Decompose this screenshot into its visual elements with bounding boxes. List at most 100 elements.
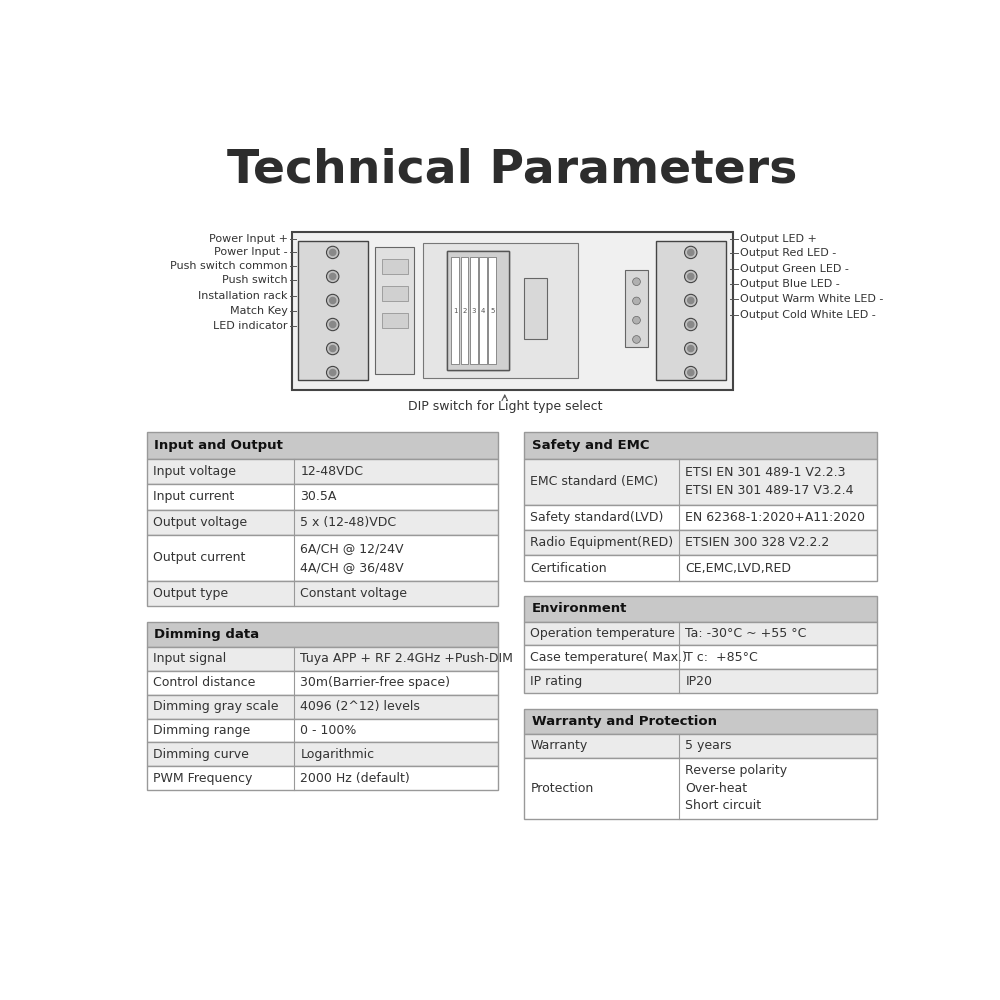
Text: ETSIEN 300 328 V2.2.2: ETSIEN 300 328 V2.2.2 [685, 536, 830, 549]
Bar [375, 247, 414, 374]
Bar [524, 645, 877, 669]
Text: IP rating: IP rating [530, 675, 583, 688]
Circle shape [330, 369, 336, 376]
Text: Power Input -: Power Input - [214, 247, 288, 257]
Text: 5: 5 [490, 308, 495, 314]
Text: 3: 3 [472, 308, 476, 314]
Circle shape [633, 336, 640, 343]
Text: EN 62368-1:2020+A11:2020: EN 62368-1:2020+A11:2020 [685, 511, 865, 524]
Bar [470, 257, 478, 364]
Circle shape [688, 249, 694, 256]
Bar [524, 734, 877, 758]
Text: Output current: Output current [153, 551, 245, 564]
Text: Ta: -30°C ~ +55 °C: Ta: -30°C ~ +55 °C [685, 627, 807, 640]
Circle shape [326, 294, 339, 307]
Text: Input current: Input current [153, 490, 234, 503]
Text: Constant voltage: Constant voltage [300, 587, 407, 600]
Circle shape [688, 345, 694, 352]
Text: Input signal: Input signal [153, 652, 226, 665]
Bar [147, 647, 498, 671]
Circle shape [633, 278, 640, 286]
Text: 4096 (2^12) levels: 4096 (2^12) levels [300, 700, 420, 713]
Bar [625, 270, 648, 347]
Circle shape [330, 297, 336, 304]
Text: Safety and EMC: Safety and EMC [532, 439, 649, 452]
Bar [524, 709, 877, 734]
Text: Logarithmic: Logarithmic [300, 748, 374, 761]
Bar [524, 432, 877, 459]
Text: Certification: Certification [530, 562, 607, 575]
Circle shape [326, 246, 339, 259]
Text: 2000 Hz (default): 2000 Hz (default) [300, 772, 410, 785]
Text: Output Green LED -: Output Green LED - [740, 264, 848, 274]
Text: Warranty and Protection: Warranty and Protection [532, 715, 717, 728]
Circle shape [330, 249, 336, 256]
Text: Output type: Output type [153, 587, 228, 600]
Bar [147, 484, 498, 510]
Bar [524, 278, 547, 339]
Text: Output Red LED -: Output Red LED - [740, 248, 836, 258]
Text: Safety standard(LVD): Safety standard(LVD) [530, 511, 664, 524]
Text: Installation rack: Installation rack [198, 291, 288, 301]
Circle shape [685, 318, 697, 331]
Text: EMC standard (EMC): EMC standard (EMC) [530, 475, 658, 488]
Bar [147, 535, 498, 581]
Text: 0 - 100%: 0 - 100% [300, 724, 357, 737]
Text: Protection: Protection [530, 782, 594, 795]
Bar [524, 459, 877, 505]
Bar [147, 432, 498, 459]
Text: Push switch: Push switch [222, 275, 288, 285]
Text: 6A/CH @ 12/24V: 6A/CH @ 12/24V [300, 542, 404, 555]
Bar [524, 530, 877, 555]
Circle shape [633, 297, 640, 305]
Text: CE,EMC,LVD,RED: CE,EMC,LVD,RED [685, 562, 791, 575]
Bar [147, 581, 498, 606]
Text: Output LED +: Output LED + [740, 234, 816, 244]
Bar [382, 259, 408, 274]
Text: T c:  +85°C: T c: +85°C [685, 651, 758, 664]
Text: 30.5A: 30.5A [300, 490, 337, 503]
Bar [382, 312, 408, 328]
Bar [524, 505, 877, 530]
Text: LED indicator: LED indicator [213, 321, 288, 331]
Bar [524, 555, 877, 581]
Circle shape [685, 246, 697, 259]
Circle shape [688, 321, 694, 328]
Bar [147, 766, 498, 790]
Circle shape [330, 321, 336, 328]
Bar [488, 257, 496, 364]
Text: 4A/CH @ 36/48V: 4A/CH @ 36/48V [300, 561, 404, 574]
Text: 5 years: 5 years [685, 739, 732, 752]
Circle shape [326, 270, 339, 283]
Text: Dimming range: Dimming range [153, 724, 250, 737]
Bar [147, 459, 498, 484]
Bar [461, 257, 468, 364]
Bar [147, 719, 498, 742]
Circle shape [633, 316, 640, 324]
Text: Dimming gray scale: Dimming gray scale [153, 700, 278, 713]
Text: Environment: Environment [532, 602, 627, 615]
Circle shape [688, 273, 694, 280]
Circle shape [685, 294, 697, 307]
Text: Radio Equipment(RED): Radio Equipment(RED) [530, 536, 673, 549]
Text: PWM Frequency: PWM Frequency [153, 772, 252, 785]
Text: Output Cold White LED -: Output Cold White LED - [740, 310, 875, 320]
Text: Reverse polarity: Reverse polarity [685, 764, 788, 777]
Text: ETSI EN 301 489-1 V2.2.3: ETSI EN 301 489-1 V2.2.3 [685, 466, 846, 479]
Text: Operation temperature: Operation temperature [530, 627, 675, 640]
Text: Output voltage: Output voltage [153, 516, 247, 529]
Text: Power Input +: Power Input + [209, 234, 288, 244]
Circle shape [685, 270, 697, 283]
Text: 5 x (12-48)VDC: 5 x (12-48)VDC [300, 516, 396, 529]
Bar [524, 596, 877, 622]
Bar [298, 241, 368, 380]
Text: IP20: IP20 [685, 675, 712, 688]
Text: Dimming curve: Dimming curve [153, 748, 249, 761]
Bar [451, 257, 459, 364]
Text: Push switch common: Push switch common [170, 261, 288, 271]
Bar [447, 251, 509, 370]
Text: Short circuit: Short circuit [685, 799, 762, 812]
Circle shape [326, 366, 339, 379]
Bar [147, 742, 498, 766]
Text: 2: 2 [462, 308, 467, 314]
